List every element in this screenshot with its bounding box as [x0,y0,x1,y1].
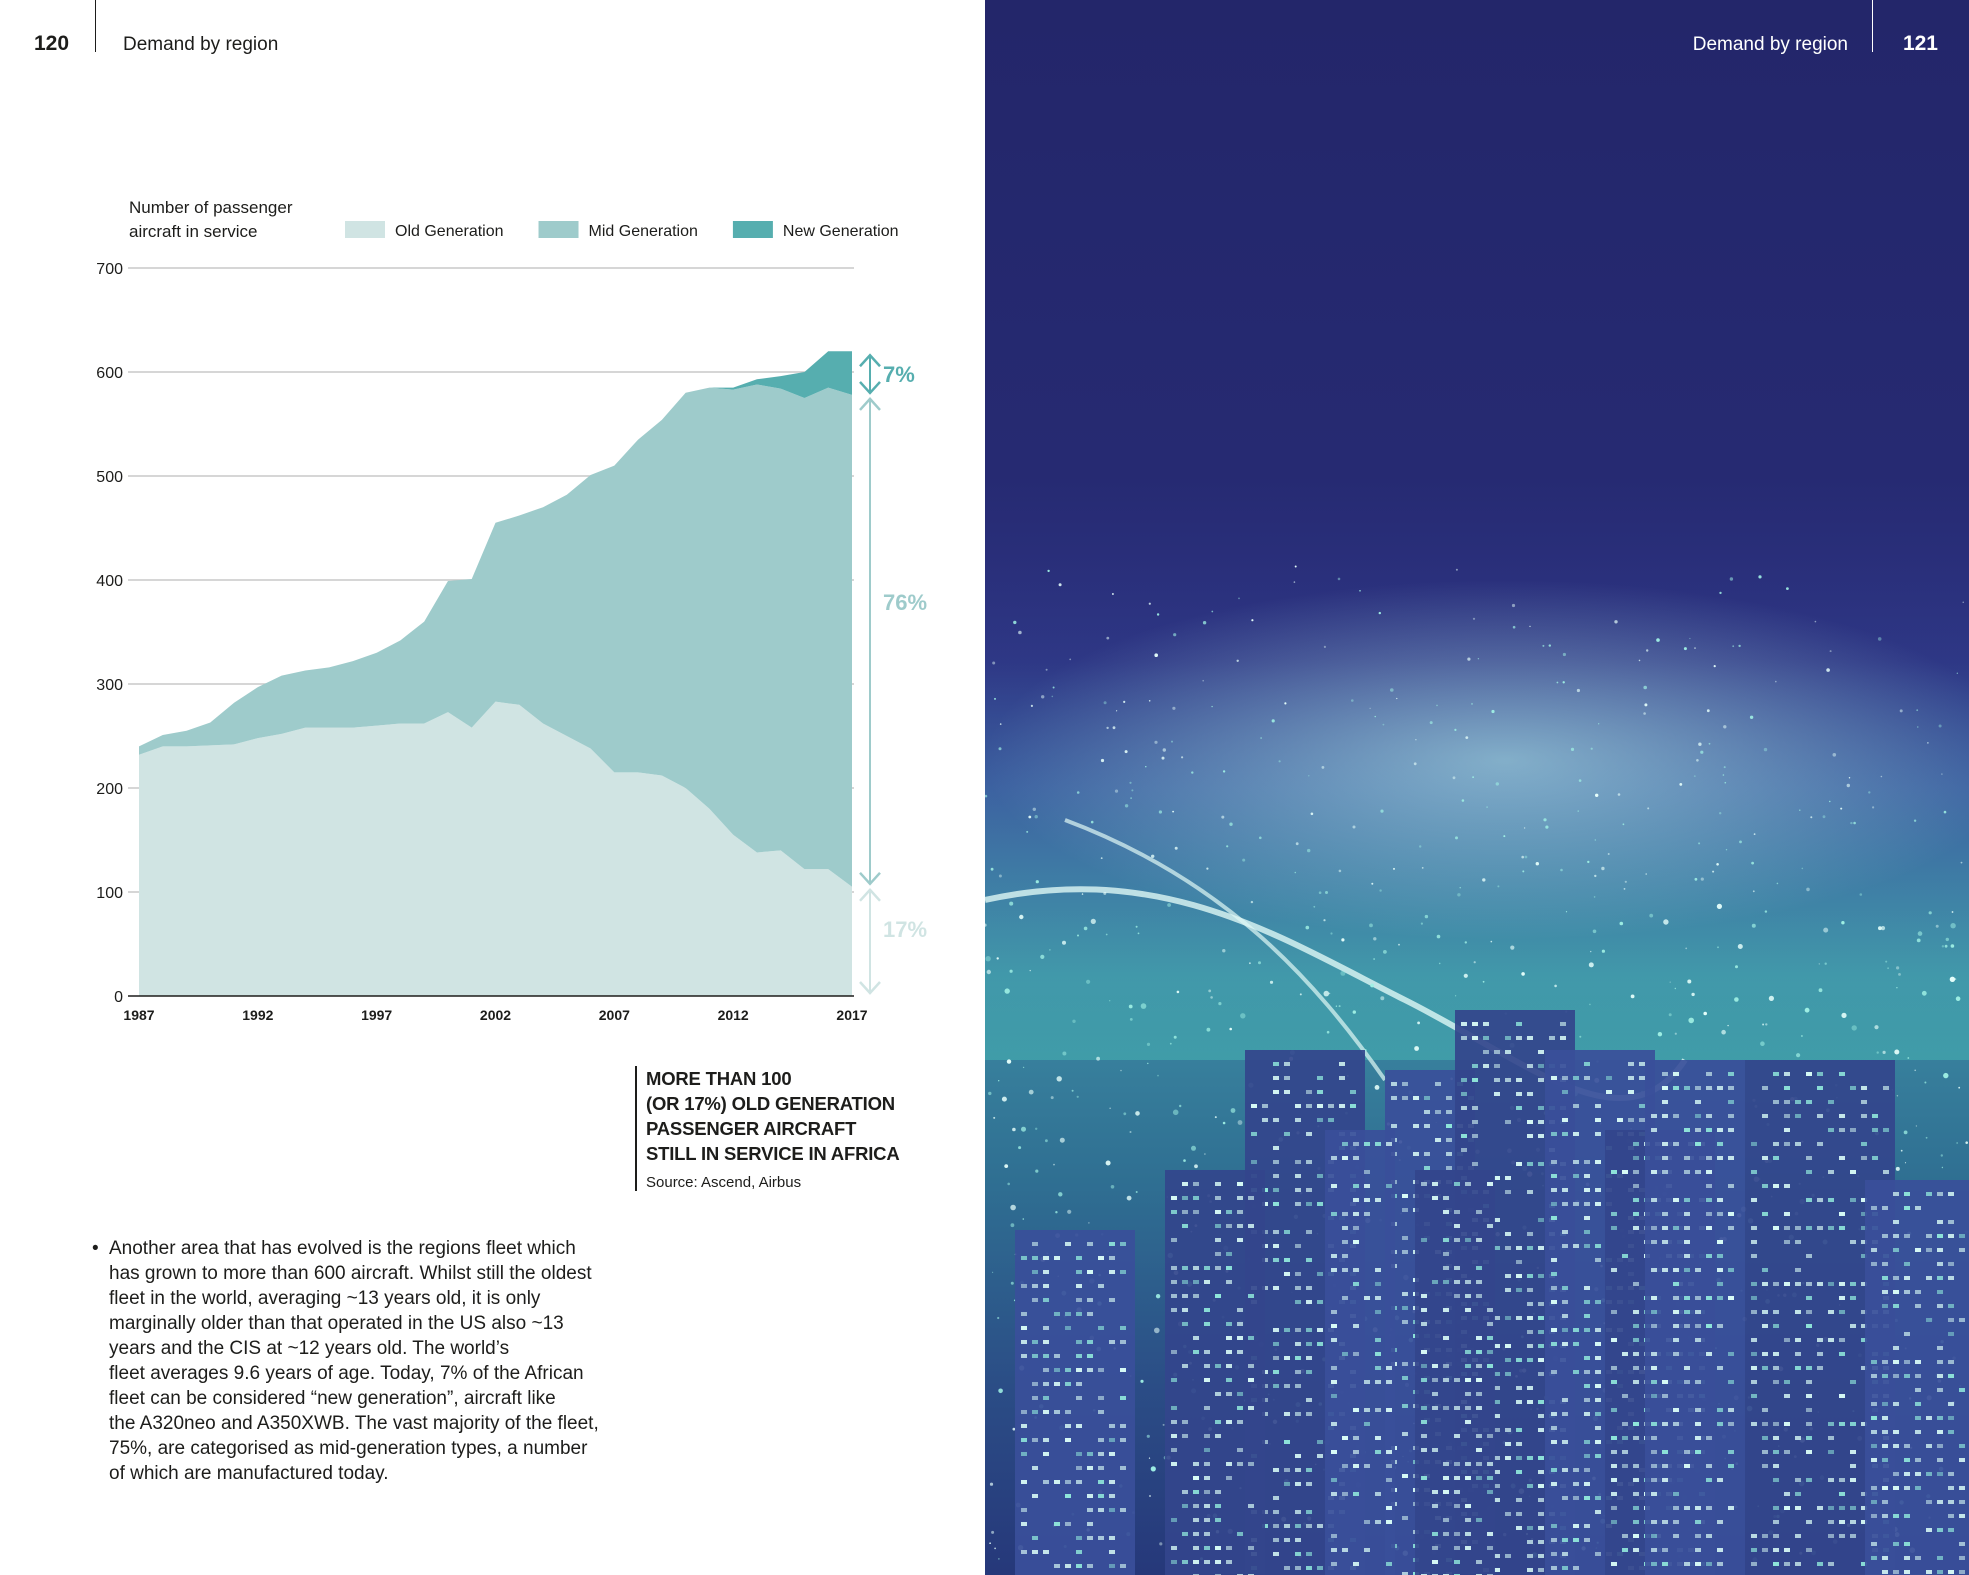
left-page: 120 Demand by region 0 100 200 300 400 500 600… [34,0,928,1486]
x-tick-label-1987: 1987 [123,1007,154,1023]
share-arrowhead-top-2 [859,887,881,902]
header-divider-right [1872,0,1873,52]
bullet-icon: • [92,1238,99,1259]
share-annotation-2: 17% [859,887,927,995]
share-arrowhead-bottom-2 [859,981,881,995]
fleet-area-chart: 0 100 200 300 400 500 600 700 1987 1992 1997 2002 20… [96,198,927,1023]
city-night-photo [985,560,1969,1575]
share-arrowhead-bottom-1 [859,871,881,886]
y-tick-label-0: 0 [114,989,123,1006]
y-tick-label-500: 500 [96,469,123,486]
y-tick-label-700: 700 [96,261,123,278]
y-tick-label-400: 400 [96,573,123,590]
chart-legend: Old Generation Mid Generation New Generati… [345,221,899,240]
chart-ylabel: Number of passenger aircraft in service [129,198,293,241]
callout-headline: MORE THAN 100 (OR 17%) OLD GENERATION PA… [646,1068,900,1164]
chart-source: Source: Ascend, Airbus [646,1174,802,1191]
x-tick-label-2017: 2017 [836,1007,867,1023]
x-tick-label-2002: 2002 [480,1007,511,1023]
x-tick-label-2012: 2012 [718,1007,749,1023]
running-head-right: Demand by region [1692,34,1848,55]
chart-areas [139,351,852,996]
bullet-paragraph: Another area that has evolved is the reg… [109,1238,599,1484]
x-tick-label-1997: 1997 [361,1007,392,1023]
share-arrowhead-bottom-0 [859,381,881,395]
x-tick-label-2007: 2007 [599,1007,630,1023]
y-tick-label-200: 200 [96,781,123,798]
legend-label-0: Old Generation [395,223,504,240]
area-series-0 [139,701,852,996]
share-label-0: 7% [883,362,915,387]
chart-share-annotations: 7% 76% 17% [859,353,927,995]
y-tick-label-100: 100 [96,885,123,902]
callout-box: MORE THAN 100 (OR 17%) OLD GENERATION PA… [635,1066,916,1191]
share-label-1: 76% [883,590,927,615]
legend-swatch-0 [345,221,385,238]
y-axis-title-line-1: aircraft in service [129,222,257,241]
y-axis-title-line-0: Number of passenger [129,198,293,217]
x-tick-label-1992: 1992 [242,1007,273,1023]
bullet-item: • Another area that has evolved is the r… [92,1236,612,1486]
y-tick-label-600: 600 [96,365,123,382]
page-number-right: 121 [1902,32,1938,55]
area-series-1 [139,384,852,887]
header-divider-left [95,0,96,52]
page-number-left: 120 [34,32,70,55]
chart-axes: 0 100 200 300 400 500 600 700 1987 1992 1997 2002 20… [96,261,867,1023]
legend-swatch-2 [732,221,773,238]
legend-label-2: New Generation [783,223,899,240]
right-page: Demand by region 121 [985,0,1969,1575]
share-annotation-0: 7% [859,353,915,395]
share-arrowhead-top-0 [859,353,881,368]
body-text: • Another area that has evolved is the r… [92,1236,612,1486]
legend-swatch-1 [538,221,579,238]
share-arrowhead-top-1 [859,397,881,411]
share-annotation-1: 76% [859,397,927,886]
running-head-left: Demand by region [123,34,279,55]
y-tick-label-300: 300 [96,677,123,694]
share-label-2: 17% [883,917,927,942]
legend-label-1: Mid Generation [589,223,698,240]
